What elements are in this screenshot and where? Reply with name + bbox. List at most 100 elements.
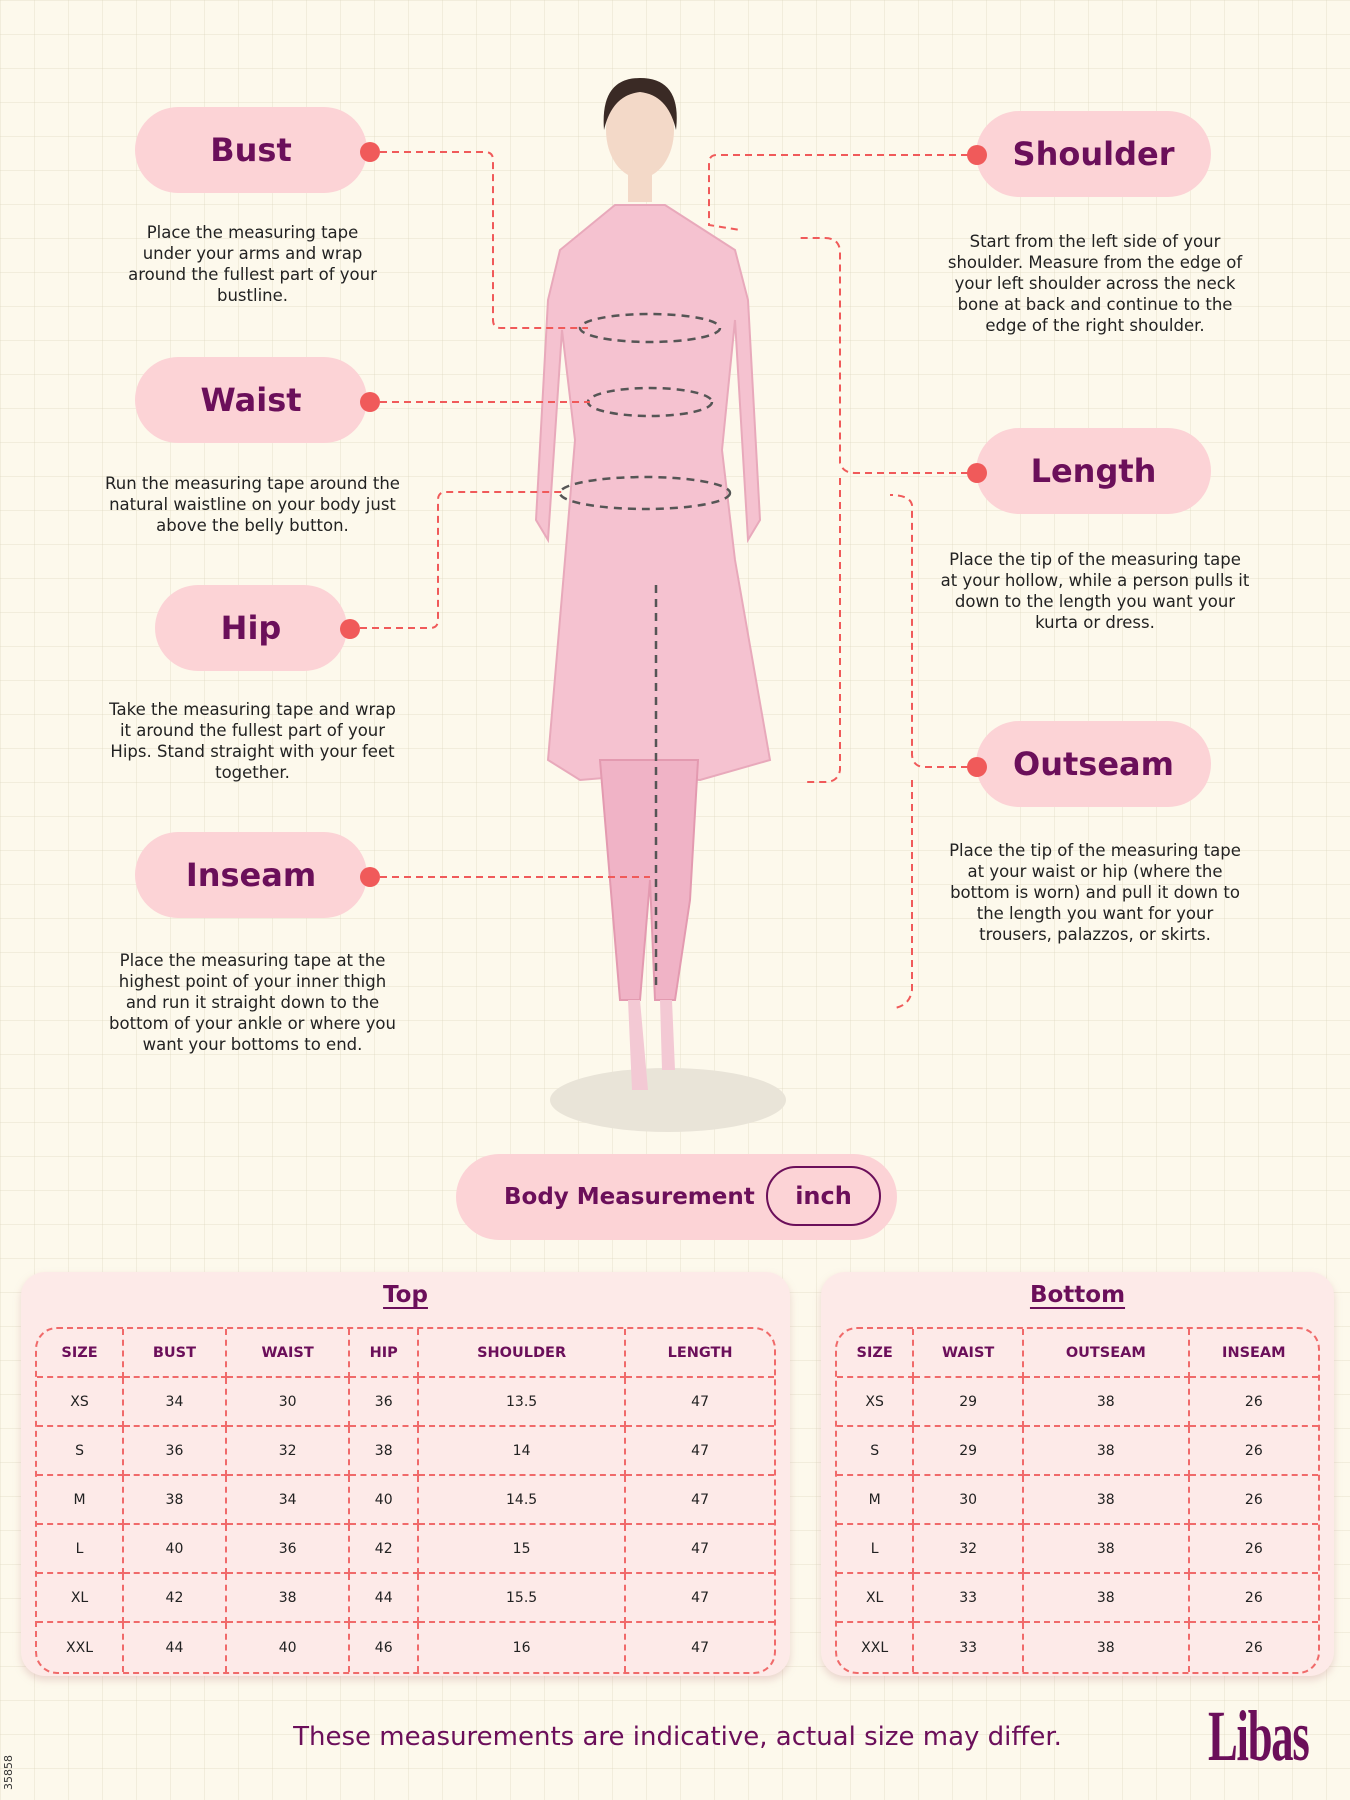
table-cell: M bbox=[37, 1476, 125, 1525]
inseam-dot bbox=[360, 867, 380, 887]
table-row: XXL 44 40 46 16 47 bbox=[37, 1623, 774, 1672]
bottom-table-title: Bottom bbox=[1029, 1282, 1126, 1308]
table-cell: 16 bbox=[419, 1623, 627, 1672]
hip-description: Take the measuring tape and wrap it arou… bbox=[109, 700, 396, 782]
column-header: LENGTH bbox=[626, 1329, 774, 1378]
pants bbox=[598, 759, 700, 1001]
table-cell: 42 bbox=[350, 1525, 420, 1574]
table-cell: 34 bbox=[226, 1476, 351, 1525]
table-cell: 36 bbox=[350, 1378, 420, 1427]
shoulder-dot bbox=[967, 145, 987, 165]
body-measurement-banner: Body Measurement inch bbox=[456, 1154, 897, 1240]
shoulder-description: Start from the left side of your shoulde… bbox=[947, 232, 1243, 335]
table-cell: 47 bbox=[626, 1476, 774, 1525]
bust-label: Bust bbox=[135, 107, 367, 193]
shoulder-label: Shoulder bbox=[976, 111, 1211, 197]
bust-dot bbox=[360, 142, 380, 162]
bottom-size-table: SIZE WAIST OUTSEAM INSEAM XS 29 38 26 S 29 38 26 M 30… bbox=[835, 1327, 1320, 1674]
table-cell: 30 bbox=[914, 1476, 1024, 1525]
table-cell: 38 bbox=[1023, 1427, 1190, 1476]
table-cell: S bbox=[37, 1427, 125, 1476]
table-cell: 47 bbox=[626, 1525, 774, 1574]
table-cell: XXL bbox=[837, 1623, 915, 1672]
model-head bbox=[606, 82, 674, 178]
table-row: M 38 34 40 14.5 47 bbox=[37, 1476, 774, 1525]
outseam-label: Outseam bbox=[976, 721, 1211, 807]
table-cell: 40 bbox=[350, 1476, 420, 1525]
header-row: SIZE BUST WAIST HIP SHOULDER LENGTH bbox=[37, 1329, 774, 1378]
table-cell: 33 bbox=[914, 1574, 1024, 1623]
column-header: OUTSEAM bbox=[1023, 1329, 1190, 1378]
table-cell: XXL bbox=[37, 1623, 125, 1672]
table-cell: 29 bbox=[914, 1427, 1024, 1476]
inseam-label: Inseam bbox=[135, 832, 367, 918]
hip-dot bbox=[340, 619, 360, 639]
column-header: SHOULDER bbox=[419, 1329, 627, 1378]
table-cell: 26 bbox=[1189, 1476, 1318, 1525]
waist-dot bbox=[360, 392, 380, 412]
top-size-table: SIZE BUST WAIST HIP SHOULDER LENGTH XS 34 30 36 13… bbox=[35, 1327, 776, 1674]
table-cell: 46 bbox=[350, 1623, 420, 1672]
table-row: XL 33 38 26 bbox=[837, 1574, 1318, 1623]
table-cell: 47 bbox=[626, 1427, 774, 1476]
connector-lines bbox=[360, 151, 968, 1009]
column-header: HIP bbox=[350, 1329, 420, 1378]
floor-shadow bbox=[550, 1068, 786, 1132]
top-size-card: Top SIZE BUST WAIST HIP SHOULDER LENGTH XS 34 30… bbox=[21, 1272, 790, 1676]
length-label: Length bbox=[976, 428, 1211, 514]
bottom-size-card: Bottom SIZE WAIST OUTSEAM INSEAM XS 29 38 26 S 29… bbox=[821, 1272, 1334, 1676]
table-cell: 26 bbox=[1244, 1639, 1263, 1656]
table-cell: 44 bbox=[350, 1574, 420, 1623]
hip-label: Hip bbox=[155, 585, 347, 671]
table-cell: L bbox=[837, 1525, 915, 1574]
table-cell: 47 bbox=[626, 1574, 774, 1623]
table-row: M 30 38 26 bbox=[837, 1476, 1318, 1525]
table-cell: 30 bbox=[226, 1378, 351, 1427]
table-cell: 42 bbox=[124, 1574, 227, 1623]
unit-toggle[interactable]: inch bbox=[766, 1166, 881, 1226]
table-cell: 26 bbox=[1189, 1378, 1318, 1427]
table-cell: 34 bbox=[124, 1378, 227, 1427]
table-row: L 32 38 26 bbox=[837, 1525, 1318, 1574]
table-cell: M bbox=[837, 1476, 915, 1525]
table-row: XL 42 38 44 15.5 47 bbox=[37, 1574, 774, 1623]
disclaimer: These measurements are indicative, actua… bbox=[293, 1722, 1062, 1752]
inseam-description: Place the measuring tape at the highest … bbox=[109, 951, 396, 1054]
table-cell: XL bbox=[37, 1574, 125, 1623]
column-header: BUST bbox=[124, 1329, 227, 1378]
waist-label: Waist bbox=[135, 357, 367, 443]
table-cell: 44 bbox=[124, 1623, 227, 1672]
table-cell: XS bbox=[837, 1378, 915, 1427]
table-cell: 26 bbox=[1189, 1427, 1318, 1476]
bust-description: Place the measuring tape under your arms… bbox=[128, 223, 377, 305]
table-row: L 40 36 42 15 47 bbox=[37, 1525, 774, 1574]
table-cell: 47 bbox=[626, 1378, 774, 1427]
length-dot bbox=[967, 463, 987, 483]
table-row: XS 29 38 26 bbox=[837, 1378, 1318, 1427]
table-cell: 32 bbox=[914, 1525, 1024, 1574]
table-cell: 38 bbox=[226, 1574, 351, 1623]
table-cell: S bbox=[837, 1427, 915, 1476]
table-cell: XL bbox=[837, 1574, 915, 1623]
table-cell: 32 bbox=[226, 1427, 351, 1476]
table-cell: L bbox=[37, 1525, 125, 1574]
header-row: SIZE WAIST OUTSEAM INSEAM bbox=[837, 1329, 1318, 1378]
table-cell: 15.5 bbox=[419, 1574, 627, 1623]
table-cell: 38 bbox=[1023, 1378, 1190, 1427]
top-table-title: Top bbox=[383, 1282, 428, 1308]
table-cell: 15 bbox=[419, 1525, 627, 1574]
waist-description: Run the measuring tape around the natura… bbox=[105, 474, 400, 535]
table-cell: 47 bbox=[691, 1639, 709, 1656]
table-row: XS 34 30 36 13.5 47 bbox=[37, 1378, 774, 1427]
column-header: WAIST bbox=[914, 1329, 1024, 1378]
table-cell: 38 bbox=[1023, 1476, 1190, 1525]
table-row: XXL 33 38 26 bbox=[837, 1623, 1318, 1672]
table-cell: 38 bbox=[1023, 1574, 1190, 1623]
table-cell: 26 bbox=[1189, 1574, 1318, 1623]
table-cell: 38 bbox=[1023, 1525, 1190, 1574]
body-measurement-label: Body Measurement bbox=[504, 1184, 755, 1210]
outseam-dot bbox=[967, 757, 987, 777]
length-description: Place the tip of the measuring tape at y… bbox=[940, 550, 1250, 632]
kurta bbox=[534, 204, 772, 782]
